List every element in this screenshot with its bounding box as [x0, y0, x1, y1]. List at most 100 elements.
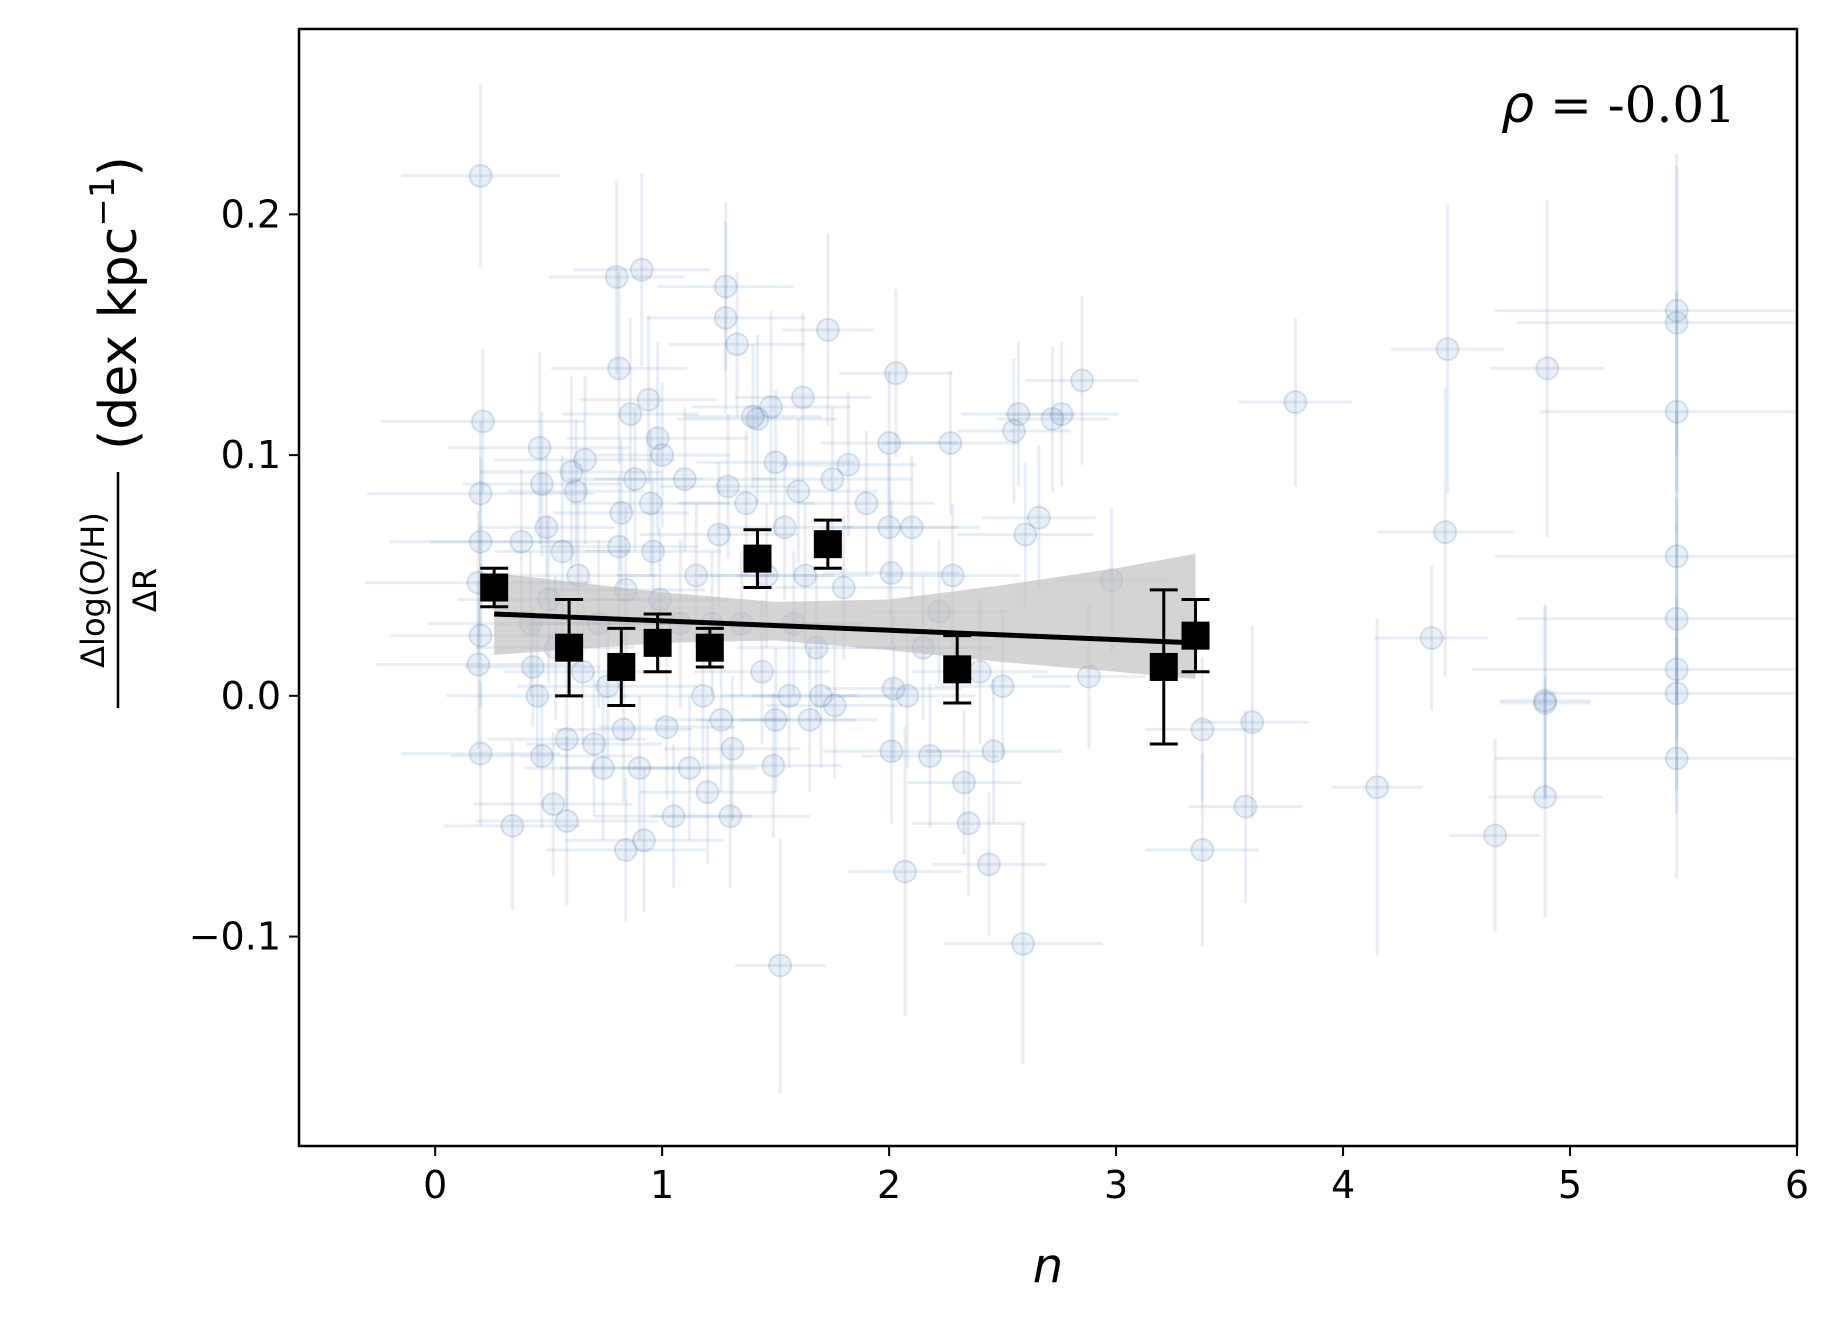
data-point	[664, 676, 801, 822]
data-point	[653, 647, 790, 793]
data-point	[473, 731, 633, 877]
data-point	[639, 719, 776, 865]
confidence-band	[494, 553, 1196, 679]
y-label-denominator: ΔR	[126, 568, 164, 612]
data-point	[564, 768, 724, 913]
data-point	[734, 837, 826, 1094]
y-tick-label: 0.2	[221, 192, 281, 236]
data-point	[1490, 199, 1605, 537]
data-point	[657, 202, 794, 371]
data-point	[523, 695, 683, 841]
binned-point	[480, 566, 509, 609]
data-point	[376, 580, 581, 749]
data-point	[494, 375, 676, 545]
x-tick-label: 3	[1104, 1163, 1128, 1207]
data-point	[639, 462, 799, 607]
data-point	[650, 743, 810, 889]
data-point	[925, 678, 1062, 824]
binned-point	[1181, 598, 1210, 674]
data-point	[982, 445, 1096, 590]
x-tick-label: 0	[423, 1163, 447, 1207]
data-point	[476, 736, 658, 906]
data-point	[684, 344, 822, 489]
data-point	[550, 272, 688, 465]
binned-point	[643, 612, 672, 674]
x-tick-label: 1	[650, 1163, 674, 1207]
data-point	[594, 406, 776, 552]
data-point	[995, 346, 1110, 492]
data-point	[678, 334, 837, 504]
x-tick-label: 4	[1331, 1163, 1355, 1207]
y-label-exponent: −1	[83, 176, 123, 226]
fit-line	[494, 611, 1196, 646]
data-point	[1238, 317, 1353, 487]
x-axis-label: n	[1033, 1238, 1063, 1294]
data-point	[752, 406, 912, 552]
axes: 0 1 2 3 4 5 6 −0.1 0.0 0.1 0.2	[189, 27, 1809, 1207]
data-point	[718, 418, 878, 564]
data-point	[380, 349, 585, 494]
data-point	[1517, 154, 1797, 492]
binned-point	[743, 528, 772, 589]
data-point	[780, 392, 917, 537]
data-point	[1188, 710, 1303, 903]
data-point	[839, 288, 953, 458]
data-point	[448, 351, 631, 545]
data-point	[1495, 638, 1797, 879]
data-point	[560, 695, 719, 841]
data-point	[721, 623, 858, 769]
data-point	[911, 751, 1026, 896]
data-point	[907, 710, 1021, 855]
data-point	[1449, 739, 1541, 932]
data-point	[1495, 411, 1797, 701]
axes-frame	[297, 27, 1799, 1148]
data-point	[546, 777, 706, 923]
data-point	[696, 390, 856, 535]
data-point	[848, 727, 962, 1017]
data-point	[821, 455, 958, 600]
data-point	[487, 666, 647, 812]
data-point	[548, 180, 685, 374]
data-point	[1499, 604, 1591, 797]
data-point	[1540, 597, 1797, 790]
data-point	[775, 515, 912, 660]
data-point	[1499, 606, 1591, 800]
data-point	[1390, 204, 1505, 494]
data-point	[821, 370, 958, 516]
correlation-annotation: ρ = -0.01	[1501, 75, 1736, 135]
data-point	[1377, 387, 1514, 677]
data-point	[444, 741, 581, 911]
data-point	[668, 272, 806, 417]
data-point	[525, 671, 663, 817]
data-point	[716, 455, 853, 600]
data-point	[798, 431, 935, 576]
binned-point	[1149, 588, 1178, 746]
data-point	[646, 221, 806, 415]
binned-point	[813, 518, 842, 570]
data-point	[691, 310, 851, 504]
data-point	[1331, 618, 1423, 956]
y-tick-label: −0.1	[189, 915, 281, 959]
data-point	[555, 657, 692, 802]
data-point	[621, 695, 758, 841]
data-point	[1374, 565, 1489, 711]
data-point	[480, 375, 663, 569]
x-tick-label: 6	[1785, 1163, 1809, 1207]
data-point	[573, 173, 710, 367]
data-point	[861, 683, 999, 829]
data-point	[1540, 291, 1797, 533]
confidence-band-layer	[494, 553, 1196, 679]
data-point	[594, 382, 731, 528]
data-point	[1145, 753, 1260, 947]
x-tick-label: 2	[877, 1163, 901, 1207]
data-point	[1195, 626, 1310, 819]
data-point	[957, 358, 1071, 504]
data-point	[741, 647, 878, 793]
plot-area	[364, 84, 1797, 1094]
data-point	[478, 455, 615, 600]
data-point	[367, 421, 595, 566]
y-label-units: (dex kpc−1)	[83, 156, 149, 450]
data-point	[1488, 676, 1602, 918]
data-point	[705, 693, 842, 838]
data-point	[598, 654, 735, 800]
